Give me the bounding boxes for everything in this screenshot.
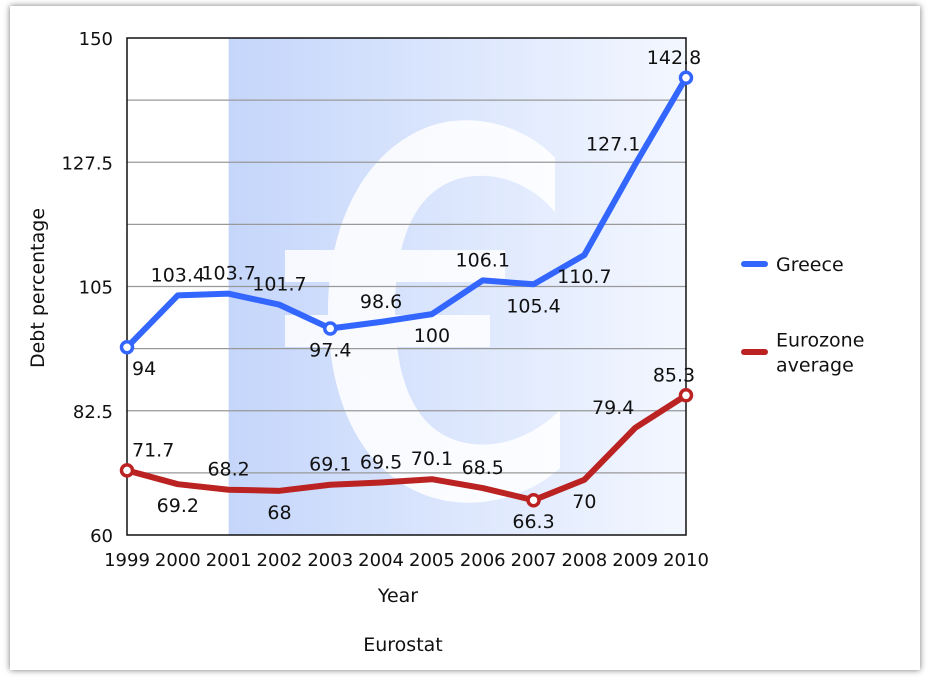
series-line-0 <box>124 74 689 351</box>
data-label: 103.4 <box>151 264 205 286</box>
x-tick-label: 2001 <box>206 550 252 571</box>
data-label: 94 <box>132 358 156 380</box>
source-label: Eurostat <box>363 634 443 656</box>
y-tick-label: 105 <box>79 278 113 299</box>
data-label: 142.8 <box>647 47 701 69</box>
y-tick-label: 127.5 <box>61 153 113 174</box>
series-line-1 <box>124 392 689 504</box>
legend-label: Greece <box>776 254 844 276</box>
data-label: 71.7 <box>132 439 174 461</box>
series-marker <box>323 321 338 336</box>
data-label: 106.1 <box>456 249 510 271</box>
data-label: 100 <box>414 325 450 347</box>
y-tick-label: 150 <box>79 29 113 50</box>
data-label: 66.3 <box>512 511 554 533</box>
data-label: 68.2 <box>207 459 249 481</box>
series-marker <box>119 339 135 355</box>
x-tick-label: 2006 <box>460 550 506 571</box>
plot-area-border <box>126 37 687 536</box>
data-label: 105.4 <box>506 295 560 317</box>
data-label: 98.6 <box>360 291 402 313</box>
data-label: 69.2 <box>157 495 199 517</box>
x-tick-label: 2010 <box>663 550 709 571</box>
data-label: 79.4 <box>592 397 634 419</box>
data-label: 110.7 <box>557 266 611 288</box>
x-tick-label: 2000 <box>155 550 201 571</box>
x-tick-label: 1999 <box>104 550 150 571</box>
x-tick-label: 2008 <box>561 550 607 571</box>
data-label: 70.1 <box>411 448 453 470</box>
series-marker <box>119 463 135 478</box>
data-label: 85.3 <box>653 364 695 386</box>
data-label: 70 <box>572 491 596 513</box>
x-tick-label: 2002 <box>257 550 303 571</box>
y-tick-label: 60 <box>90 526 113 547</box>
x-tick-label: 2007 <box>511 550 557 571</box>
x-axis-title: Year <box>377 585 418 607</box>
x-tick-label: 2003 <box>307 550 353 571</box>
x-tick-label: 2009 <box>612 550 658 571</box>
data-label: 68 <box>267 502 291 524</box>
x-tick-label: 2004 <box>358 550 404 571</box>
legend-label: Eurozone <box>776 330 864 352</box>
data-label: 103.7 <box>201 263 255 285</box>
data-label: 101.7 <box>252 274 306 296</box>
series-marker <box>678 70 694 86</box>
y-tick-label: 82.5 <box>73 402 113 423</box>
data-label: 69.5 <box>360 452 402 474</box>
legend-label: average <box>776 355 854 377</box>
y-axis-title: Debt percentage <box>27 208 49 368</box>
data-label: 127.1 <box>586 133 640 155</box>
series-marker <box>526 492 541 508</box>
series-marker <box>678 388 694 403</box>
data-label: 97.4 <box>309 339 351 361</box>
data-label: 69.1 <box>309 454 351 476</box>
data-label: 68.5 <box>462 457 504 479</box>
x-tick-label: 2005 <box>409 550 455 571</box>
